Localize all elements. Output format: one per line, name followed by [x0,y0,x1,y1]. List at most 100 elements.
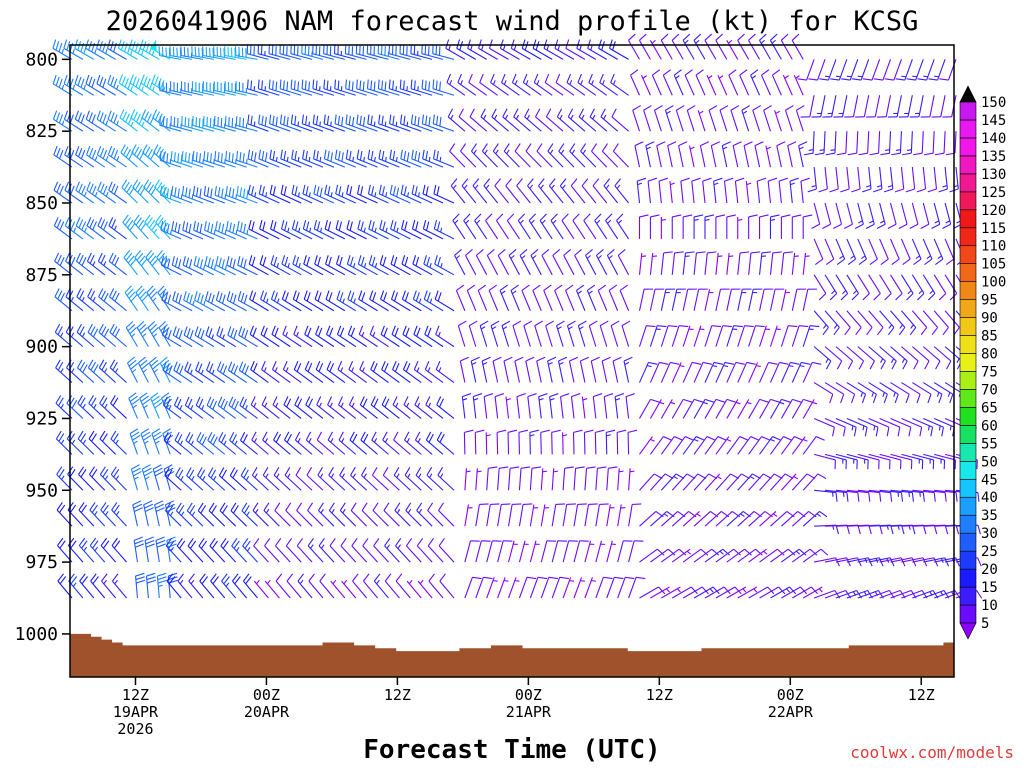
wind-barb [404,431,422,455]
wind-barb [399,114,422,132]
wind-barb [529,540,540,563]
wind-barb [578,108,597,132]
wind-barb [361,502,378,527]
wind-barb [410,79,433,96]
wind-barb [144,536,155,563]
wind-barb [400,149,422,168]
wind-barb [214,151,236,168]
wind-barb [274,502,291,527]
wind-barb [551,540,568,563]
wind-barb [170,116,193,132]
wind-barb [791,33,804,60]
wind-barb [96,110,116,132]
wind-barb [301,79,324,96]
colorbar-swatch [959,568,977,588]
wind-barb [76,323,95,348]
wind-barb [841,59,859,81]
wind-barb [96,74,116,96]
wind-barb [260,325,280,348]
wind-barb [713,177,723,204]
wind-barb [765,145,772,168]
wind-barb [879,417,901,437]
wind-barb [887,202,897,229]
wind-barb [901,346,919,370]
colorbar-label: 100 [981,275,1006,291]
wind-barb [486,540,502,563]
wind-barb [356,184,378,204]
wind-barb [470,356,480,383]
wind-barb [540,429,550,455]
wind-barb [606,576,624,599]
wind-barb [605,213,619,240]
wind-barb [99,466,117,491]
wind-barb [195,361,215,384]
wind-barb [154,500,165,527]
wind-barb [98,359,117,383]
wind-barb [726,39,739,60]
wind-barb [176,538,193,563]
wind-barb [835,489,860,502]
wind-barb [379,255,400,276]
wind-barb [162,396,182,419]
wind-barb [554,284,564,311]
wind-barb [551,468,559,491]
wind-barb [231,538,248,563]
wind-barb [182,221,204,240]
wind-barb [373,537,389,563]
colorbar-swatch [959,335,977,354]
wind-barb [759,511,778,527]
wind-barb [291,184,313,204]
wind-barb [922,310,939,336]
wind-barb [868,238,878,265]
wind-barb [228,396,247,419]
wind-barb [97,181,116,204]
wind-barb [576,39,597,60]
wind-barb [797,59,815,81]
wind-barb [529,504,539,527]
wind-barb [682,548,709,563]
wind-barb [481,356,491,383]
wind-barb [554,39,575,60]
wind-barb [791,361,811,383]
wind-barb [759,325,770,347]
wind-barb [121,179,138,204]
wind-barb [185,431,204,455]
wind-barb [660,33,673,60]
wind-barb [475,248,488,276]
colorbar-swatch [959,514,977,534]
wind-barb [544,73,564,96]
wind-barb [532,284,542,311]
wind-barb [833,202,843,229]
colorbar-label: 15 [981,580,998,596]
wind-barb [791,325,809,347]
wind-barb [759,398,780,419]
wind-barb [384,573,400,599]
wind-barb [464,248,477,276]
wind-barb [868,346,886,370]
wind-barb [682,33,695,60]
colorbar-swatch [959,461,977,480]
wind-barb [447,108,466,132]
wind-barb [780,251,793,275]
wind-barb [586,284,597,311]
wind-barb [302,184,324,204]
wind-barb [417,579,433,599]
wind-barb [204,291,226,312]
wind-barb [392,396,411,419]
wind-barb [477,284,488,311]
wind-barb [143,500,154,527]
wind-barb [216,361,237,384]
wind-barb [800,95,815,118]
wind-barb [391,325,411,348]
wind-barb [488,39,509,60]
wind-barb [413,360,433,383]
wind-barb [271,360,291,383]
wind-barb [934,131,946,156]
wind-barb [606,540,617,563]
wind-barb [942,202,952,229]
wind-barb [381,396,400,419]
y-tick-label: 825 [25,121,58,142]
wind-barb [161,291,182,312]
wind-barb [64,181,84,204]
wind-barb [160,221,182,240]
